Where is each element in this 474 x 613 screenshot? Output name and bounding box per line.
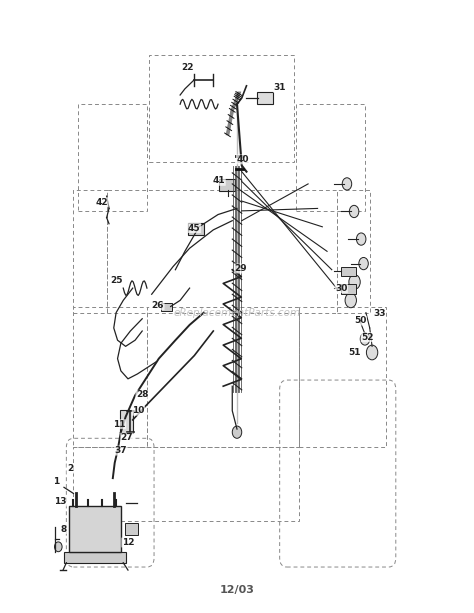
Circle shape — [349, 275, 360, 289]
Text: 22: 22 — [181, 63, 193, 72]
Bar — [69, 506, 121, 552]
Bar — [337, 190, 370, 313]
Bar — [107, 190, 337, 313]
Text: eReplacementParts.com: eReplacementParts.com — [173, 308, 301, 318]
FancyBboxPatch shape — [341, 267, 356, 276]
FancyBboxPatch shape — [125, 523, 138, 535]
FancyBboxPatch shape — [257, 92, 273, 104]
Circle shape — [55, 542, 62, 552]
Text: 8: 8 — [61, 525, 67, 533]
Bar — [149, 55, 294, 162]
FancyBboxPatch shape — [120, 410, 133, 433]
Text: 40: 40 — [237, 155, 249, 164]
FancyBboxPatch shape — [341, 284, 356, 294]
Bar — [73, 190, 107, 313]
Text: 37: 37 — [115, 446, 127, 455]
Text: 45: 45 — [188, 224, 201, 232]
Bar — [299, 306, 386, 447]
Bar — [73, 306, 147, 447]
Text: 28: 28 — [136, 390, 148, 399]
Text: 13: 13 — [55, 497, 67, 506]
Text: 29: 29 — [235, 264, 247, 273]
Text: 25: 25 — [110, 276, 122, 284]
Bar — [147, 306, 299, 447]
Bar — [73, 447, 299, 521]
Text: 51: 51 — [348, 348, 361, 357]
Text: 2: 2 — [67, 465, 73, 473]
Bar — [296, 104, 365, 211]
Bar — [78, 104, 147, 211]
Circle shape — [342, 178, 352, 190]
Text: 12/03: 12/03 — [219, 585, 255, 595]
Text: 12: 12 — [122, 538, 134, 547]
FancyBboxPatch shape — [219, 179, 235, 191]
Text: 26: 26 — [152, 301, 164, 310]
Circle shape — [359, 257, 368, 270]
Text: 42: 42 — [96, 198, 108, 207]
FancyBboxPatch shape — [161, 303, 172, 311]
Text: 50: 50 — [354, 316, 366, 325]
Text: 52: 52 — [361, 333, 374, 341]
Circle shape — [232, 426, 242, 438]
Bar — [64, 552, 126, 563]
Text: 41: 41 — [213, 177, 225, 185]
Circle shape — [345, 293, 356, 308]
Circle shape — [360, 333, 370, 345]
Text: 27: 27 — [121, 433, 133, 442]
Text: 31: 31 — [273, 83, 286, 92]
Circle shape — [349, 205, 359, 218]
Text: 1: 1 — [53, 477, 59, 485]
Circle shape — [366, 345, 378, 360]
Text: 33: 33 — [373, 310, 385, 318]
FancyBboxPatch shape — [188, 223, 204, 235]
Text: 30: 30 — [335, 284, 347, 292]
Text: 11: 11 — [113, 420, 126, 428]
Circle shape — [356, 233, 366, 245]
Text: 10: 10 — [132, 406, 145, 415]
